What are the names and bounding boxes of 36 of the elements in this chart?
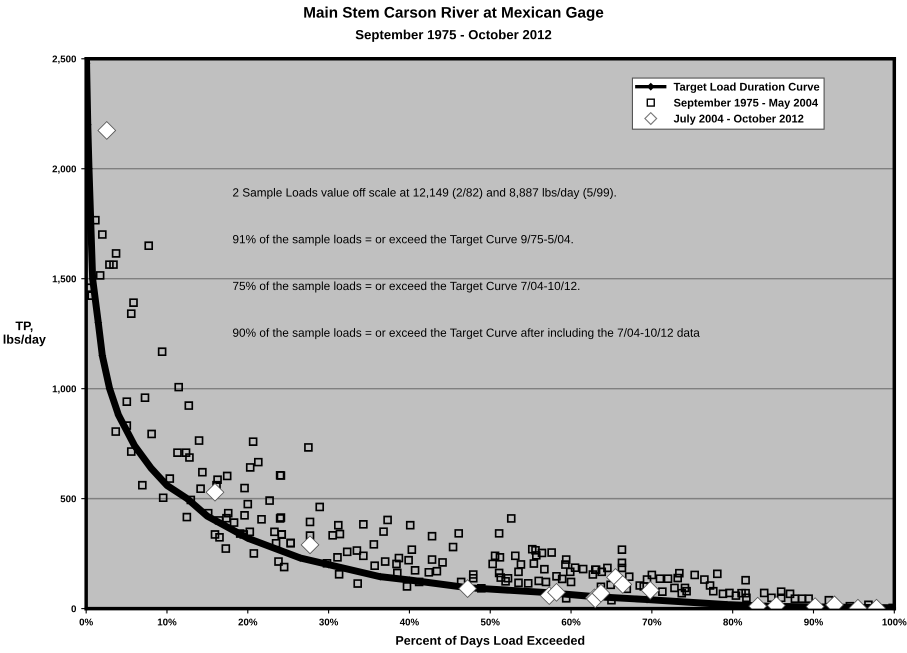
chart-subtitle: September 1975 - October 2012 — [356, 30, 552, 42]
x-tick-label: 70% — [642, 618, 662, 626]
point — [614, 575, 632, 594]
legend-label: July 2004 - October 2012 — [674, 114, 804, 125]
y-tick-label: 1,500 — [52, 275, 76, 284]
y-axis-title: TP, lbs/day — [4, 322, 46, 346]
x-tick-label: 100% — [882, 618, 906, 626]
x-tick-label: 50% — [480, 618, 500, 626]
point — [592, 584, 610, 602]
annotation: 75% of the sample loads = or exceed the Target Curve 7/04-10/12. — [233, 281, 580, 292]
annotation: 90% of the sample loads = or exceed the Target Curve after including the 7/04-10/12 data — [232, 328, 700, 340]
x-tick-label: 30% — [319, 618, 338, 626]
y-tick-label: 500 — [60, 495, 76, 502]
legend-label: September 1975 - May 2004 — [674, 98, 818, 109]
point — [640, 581, 660, 600]
legend-label: Target Load Duration Curve — [674, 82, 820, 93]
y-tick-label: 2,000 — [52, 165, 76, 174]
point — [458, 579, 477, 598]
annotation: 91% of the sample loads = or exceed the Target Curve 9/75-5/04. — [232, 234, 573, 246]
x-tick-label: 10% — [158, 618, 176, 626]
y-tick-label: 2,500 — [52, 56, 76, 64]
x-tick-label: 80% — [723, 618, 742, 626]
y-tick-label: 0 — [71, 605, 76, 612]
annotation: 2 Sample Loads value off scale at 12,149 (2/82) and 8,887 lbs/day (5/99). — [233, 188, 616, 199]
chart-title: Main Stem Carson River at Mexican Gage — [304, 6, 604, 21]
x-tick-label: 60% — [562, 618, 581, 626]
point — [98, 121, 116, 140]
point — [300, 536, 320, 554]
x-tick-label: 40% — [400, 618, 419, 626]
x-tick-label: 20% — [238, 618, 258, 626]
point — [206, 482, 224, 502]
x-tick-label: 0% — [80, 618, 93, 626]
point — [547, 583, 566, 602]
y-tick-label: 1,000 — [52, 385, 76, 394]
x-axis-title: Percent of Days Load Exceeded — [396, 636, 584, 648]
x-tick-label: 90% — [804, 618, 823, 626]
